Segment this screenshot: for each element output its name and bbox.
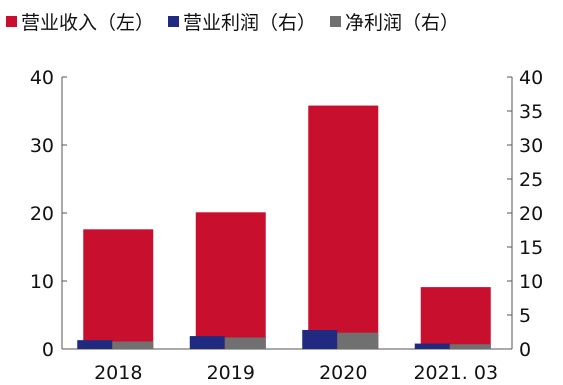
legend-label-net-profit: 净利润（右） bbox=[345, 12, 460, 34]
legend: 营业收入（左） 营业利润（右） 净利润（右） bbox=[6, 8, 459, 35]
bar-operating-profit bbox=[302, 329, 338, 349]
x-axis-category-label: 2019 bbox=[207, 362, 255, 384]
right-axis-tick-label: 15 bbox=[519, 237, 543, 259]
right-axis-tick-label: 35 bbox=[519, 101, 543, 123]
left-axis-tick-label: 20 bbox=[30, 203, 54, 225]
bar-operating-profit bbox=[77, 340, 113, 349]
bar-revenue bbox=[420, 287, 491, 349]
bar-operating-profit bbox=[414, 343, 450, 349]
bar-net-profit bbox=[449, 344, 491, 349]
right-axis-tick-label: 40 bbox=[519, 67, 543, 89]
legend-item-revenue: 营业收入（左） bbox=[6, 8, 154, 35]
bar-revenue bbox=[195, 212, 266, 349]
legend-label-operating-profit: 营业利润（右） bbox=[183, 12, 317, 34]
bar-revenue bbox=[83, 229, 154, 349]
legend-swatch-revenue bbox=[6, 16, 17, 27]
bar-net-profit bbox=[224, 337, 266, 349]
legend-swatch-operating-profit bbox=[168, 16, 180, 27]
legend-label-revenue: 营业收入（左） bbox=[21, 12, 155, 34]
left-axis-tick-label: 10 bbox=[30, 271, 54, 293]
bar-net-profit bbox=[337, 332, 379, 349]
bar-revenue bbox=[308, 105, 379, 349]
left-axis-tick-label: 0 bbox=[42, 339, 54, 361]
right-axis-tick-label: 30 bbox=[519, 135, 543, 157]
legend-item-net-profit: 净利润（右） bbox=[330, 8, 459, 35]
right-axis-tick-label: 0 bbox=[519, 339, 531, 361]
x-axis-category-label: 2020 bbox=[319, 362, 367, 384]
x-axis-category-label: 2018 bbox=[94, 362, 142, 384]
bar-net-profit bbox=[112, 341, 154, 349]
x-axis-category-label: 2021. 03 bbox=[413, 362, 498, 384]
legend-swatch-net-profit bbox=[330, 16, 342, 27]
left-axis-tick-label: 40 bbox=[30, 67, 54, 89]
legend-item-operating-profit: 营业利润（右） bbox=[168, 8, 316, 35]
right-axis-tick-label: 5 bbox=[519, 305, 531, 327]
bar-operating-profit bbox=[189, 336, 225, 349]
right-axis-tick-label: 10 bbox=[519, 271, 543, 293]
right-axis-tick-label: 20 bbox=[519, 203, 543, 225]
right-axis-tick-label: 25 bbox=[519, 169, 543, 191]
left-axis-tick-label: 30 bbox=[30, 135, 54, 157]
